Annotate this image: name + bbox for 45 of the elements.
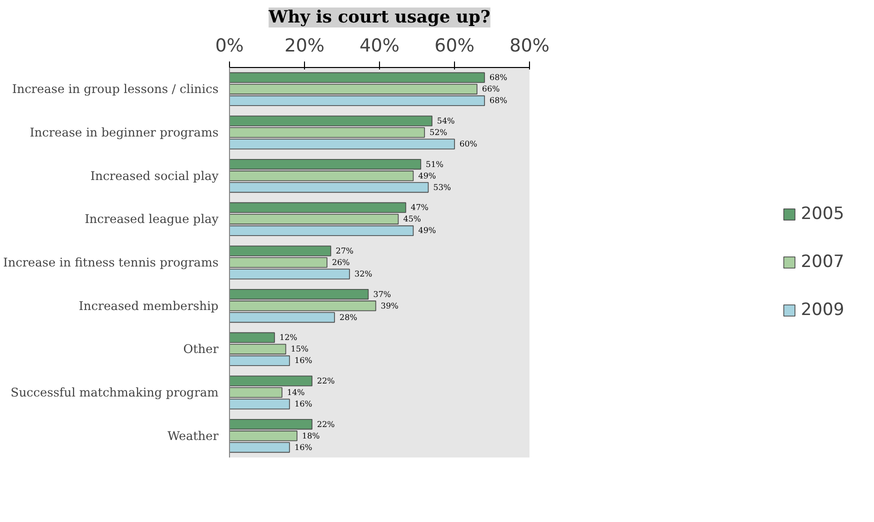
legend-label: 2005 [800,204,844,224]
x-tick-label: 20% [284,36,325,56]
data-label: 45% [403,214,422,224]
data-label: 66% [482,84,500,94]
data-label: 53% [433,182,452,192]
data-label: 49% [418,226,436,236]
data-label: 68% [490,96,508,106]
data-label: 51% [426,160,444,169]
y-tick-label: Increase in fitness tennis programs [3,256,219,270]
x-tick-label: 60% [434,36,475,56]
data-label: 68% [490,73,508,82]
y-tick-label: Successful matchmaking program [10,386,220,400]
x-tick-label: 40% [359,36,400,56]
data-label: 16% [294,356,313,366]
data-label: 47% [410,203,429,212]
legend-label: 2007 [800,252,844,272]
data-label: 16% [294,442,313,452]
data-label: 27% [336,246,354,256]
data-label: 18% [302,431,320,440]
y-tick-label: Increased social play [90,168,219,183]
data-label: 39% [380,301,399,310]
data-label: 15% [290,344,309,354]
y-tick-label: Increased league play [84,212,219,226]
y-tick-label: Increase in group lessons / clinics [12,82,219,96]
data-label: 12% [280,333,298,342]
data-label: 49% [418,171,436,180]
data-label: 16% [294,400,313,409]
legend-label: 2009 [800,300,844,320]
data-label: 26% [332,258,350,267]
data-label: 14% [287,388,306,397]
data-label: 54% [437,116,456,126]
chart-title: Why is court usage up? [268,8,490,28]
data-label: 60% [460,140,478,149]
data-label: 28% [340,312,358,322]
data-label: 37% [373,290,392,299]
x-tick-label: 0% [215,36,244,56]
y-tick-label: Weather [168,428,219,443]
x-tick-label: 80% [509,36,550,56]
data-label: 22% [317,376,336,386]
y-tick-label: Increased membership [78,298,219,313]
y-tick-label: Increase in beginner programs [30,126,219,140]
data-label: 22% [317,420,336,429]
y-tick-label: Other [183,342,219,356]
data-label: 52% [430,128,448,137]
data-label: 32% [354,270,373,279]
